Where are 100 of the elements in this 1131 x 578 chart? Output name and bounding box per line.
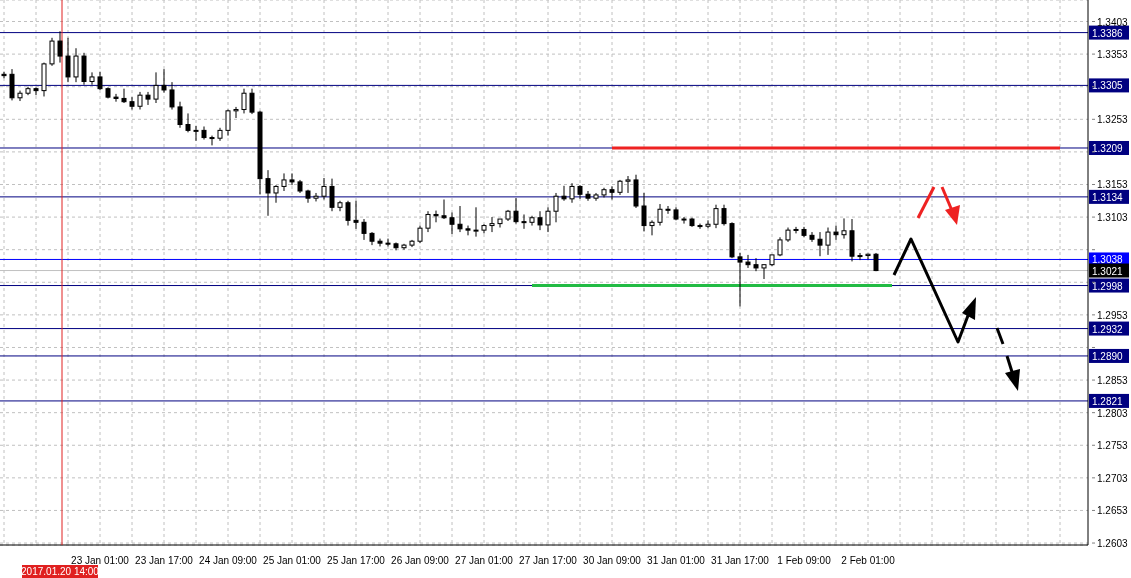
- y-tick-label: 1.2853: [1097, 375, 1129, 387]
- x-tick-label: 31 Jan 01:00: [647, 555, 706, 566]
- y-tick-label: 1.2653: [1097, 505, 1129, 517]
- candlestick: [825, 227, 831, 256]
- candlestick: [793, 226, 799, 234]
- y-tick-label: 1.2703: [1097, 472, 1129, 484]
- ref-line-label: 1.3134: [1092, 191, 1124, 203]
- y-tick-label: 1.3153: [1097, 179, 1129, 191]
- candlestick: [761, 264, 767, 280]
- candlestick: [425, 210, 431, 233]
- candlestick: [33, 86, 39, 96]
- candlestick: [321, 177, 327, 200]
- candlestick: [705, 219, 711, 229]
- x-tick-label: 30 Jan 09:00: [583, 555, 642, 566]
- candlestick: [545, 206, 551, 233]
- candlestick: [649, 219, 655, 236]
- candlestick: [249, 88, 255, 115]
- candlestick: [713, 204, 719, 229]
- candlestick: [113, 93, 119, 103]
- candlestick: [193, 125, 199, 142]
- candlestick: [17, 90, 23, 102]
- y-tick-label: 1.2753: [1097, 440, 1129, 452]
- candlestick: [377, 238, 383, 247]
- candlestick: [841, 217, 847, 240]
- candlestick: [513, 197, 519, 225]
- ref-line-label: 1.3021: [1092, 265, 1124, 277]
- x-tick-label: 23 Jan 17:00: [135, 555, 194, 566]
- candlestick: [353, 200, 359, 230]
- candlestick: [89, 71, 95, 86]
- candlestick: [553, 192, 559, 223]
- candlestick: [9, 68, 15, 101]
- x-tick-label: 26 Jan 09:00: [391, 555, 450, 566]
- candlestick: [313, 192, 319, 202]
- candlestick: [449, 212, 455, 235]
- candlestick: [265, 169, 271, 217]
- x-tick-label: 25 Jan 01:00: [263, 555, 322, 566]
- x-tick-label: 2017.01.20 14:00: [21, 566, 100, 577]
- candlestick: [273, 184, 279, 204]
- candlestick: [521, 213, 527, 230]
- x-tick-label: 27 Jan 01:00: [455, 555, 514, 566]
- candlestick: [657, 203, 663, 227]
- candlestick: [185, 112, 191, 133]
- candlestick: [153, 71, 159, 104]
- y-tick-label: 1.3353: [1097, 49, 1129, 61]
- candlestick: [665, 205, 671, 215]
- candlestick: [497, 218, 503, 229]
- y-tick-label: 1.2953: [1097, 309, 1129, 321]
- candlestick: [833, 225, 839, 241]
- candlestick: [289, 172, 295, 186]
- candlestick: [681, 216, 687, 225]
- candlestick: [857, 252, 863, 261]
- candlestick: [169, 81, 175, 111]
- x-tick-label: 2 Feb 01:00: [841, 555, 896, 566]
- candlestick: [441, 198, 447, 220]
- y-tick-label: 1.3403: [1097, 16, 1129, 28]
- candlestick: [809, 231, 815, 243]
- candlestick: [537, 210, 543, 231]
- candlestick: [641, 192, 647, 232]
- x-tick-label: 1 Feb 09:00: [777, 555, 832, 566]
- candlestick: [465, 225, 471, 236]
- x-tick-label: 27 Jan 17:00: [519, 555, 578, 566]
- candlestick: [585, 190, 591, 202]
- candlestick: [209, 135, 215, 146]
- ref-line-label: 1.2932: [1092, 323, 1124, 335]
- candlestick: [745, 254, 751, 269]
- candlestick: [201, 125, 207, 141]
- candlestick: [129, 96, 135, 111]
- candlestick: [161, 68, 167, 94]
- y-tick-label: 1.2603: [1097, 538, 1129, 550]
- y-tick-label: 1.3253: [1097, 114, 1129, 126]
- y-tick-label: 1.3103: [1097, 212, 1129, 224]
- candlestick: [281, 172, 287, 192]
- candlestick: [121, 88, 127, 104]
- candlestick: [225, 109, 231, 137]
- ref-line-label: 1.3386: [1092, 27, 1124, 39]
- candlestick: [145, 91, 151, 106]
- candlestick: [561, 185, 567, 202]
- candlestick: [817, 231, 823, 257]
- candlestick: [737, 252, 743, 307]
- x-tick-label: 24 Jan 09:00: [199, 555, 258, 566]
- candlestick: [177, 101, 183, 129]
- ref-line-label: 1.2890: [1092, 350, 1124, 362]
- ref-line-label: 1.3209: [1092, 142, 1124, 154]
- candlestick: [241, 88, 247, 114]
- candlestick: [57, 30, 63, 64]
- y-tick-label: 1.2803: [1097, 407, 1129, 419]
- candlestick: [73, 47, 79, 83]
- candlestick: [473, 206, 479, 238]
- x-tick-label: 23 Jan 01:00: [71, 555, 130, 566]
- x-tick-label: 31 Jan 17:00: [711, 555, 770, 566]
- ref-line-label: 1.3038: [1092, 254, 1124, 266]
- candlestick: [865, 253, 871, 260]
- candlestick: [457, 205, 463, 233]
- candlestick: [65, 37, 71, 83]
- candlestick: [361, 218, 367, 241]
- candlestick: [609, 185, 615, 200]
- candlestick: [385, 238, 391, 247]
- candlestick: [97, 71, 103, 91]
- candlestick: [489, 216, 495, 233]
- candlestick: [721, 204, 727, 227]
